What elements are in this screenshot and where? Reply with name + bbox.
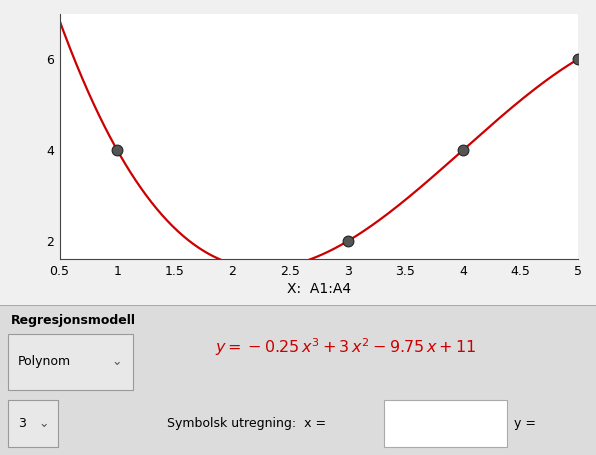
Point <box>573 56 583 63</box>
Point <box>458 147 468 154</box>
Text: ⌄: ⌄ <box>38 417 49 430</box>
Text: y =: y = <box>514 417 536 430</box>
Text: 3: 3 <box>18 417 26 430</box>
FancyBboxPatch shape <box>384 400 507 447</box>
Text: Polynom: Polynom <box>18 354 71 368</box>
Text: Y:  B1:B4: Y: B1:B4 <box>54 0 115 2</box>
Text: ⌄: ⌄ <box>111 354 122 368</box>
FancyBboxPatch shape <box>8 334 133 389</box>
Point <box>113 147 122 154</box>
Text: Symbolsk utregning:  x =: Symbolsk utregning: x = <box>167 417 326 430</box>
Text: $y = -0.25\,x^3 + 3\,x^2 - 9.75\,x + 11$: $y = -0.25\,x^3 + 3\,x^2 - 9.75\,x + 11$ <box>215 336 476 358</box>
Text: Regresjonsmodell: Regresjonsmodell <box>11 314 136 327</box>
Text: X:  A1:A4: X: A1:A4 <box>287 282 351 296</box>
FancyBboxPatch shape <box>8 400 58 447</box>
Point <box>343 238 352 245</box>
